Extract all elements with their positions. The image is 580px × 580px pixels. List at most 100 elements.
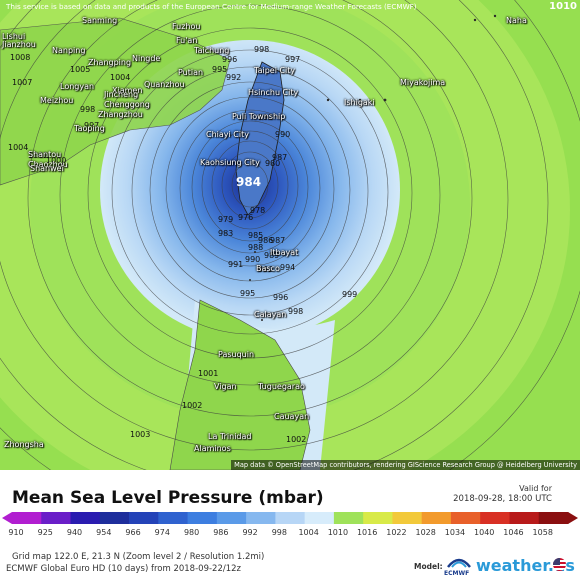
place-label: Longyan — [60, 82, 95, 91]
legend-swatch — [158, 512, 189, 524]
place-label: Putian — [178, 68, 204, 77]
attribution-bottom: Map data © OpenStreetMap contributors, r… — [231, 460, 580, 470]
legend-tick-label: 966 — [125, 528, 140, 537]
svg-text:997: 997 — [84, 121, 99, 130]
legend-tick-label: 1004 — [298, 528, 318, 537]
legend-swatch — [421, 512, 452, 524]
svg-text:998: 998 — [254, 45, 269, 54]
place-label: La Trinidad — [208, 432, 252, 441]
svg-text:990: 990 — [245, 255, 260, 264]
svg-text:987: 987 — [270, 236, 285, 245]
place-label: Taoping — [74, 124, 105, 133]
place-label: Naha — [506, 16, 527, 25]
place-label: Zhangzhou — [98, 110, 143, 119]
legend-swatch — [99, 512, 130, 524]
weather-us-logo[interactable]: weather.us — [476, 556, 575, 575]
legend-tick-label: 1034 — [445, 528, 465, 537]
legend-tick-label: 1028 — [416, 528, 436, 537]
svg-text:985: 985 — [248, 231, 263, 240]
legend-tick-label: 925 — [38, 528, 53, 537]
svg-text:995: 995 — [240, 289, 255, 298]
place-label: Alaminos — [194, 444, 231, 453]
place-label: Cauayan — [274, 412, 310, 421]
legend-tick-label: 986 — [213, 528, 228, 537]
place-label: Meizhou — [40, 96, 74, 105]
legend-tick-label: 1046 — [503, 528, 523, 537]
svg-text:997: 997 — [285, 55, 300, 64]
legend-swatch — [129, 512, 159, 524]
model-label: Model: — [414, 562, 443, 571]
legend-tick-label: 1022 — [386, 528, 406, 537]
place-label: Ningde — [132, 54, 161, 63]
legend-swatch — [12, 512, 42, 524]
svg-text:1002: 1002 — [28, 151, 48, 160]
place-label: Calayan — [254, 310, 287, 319]
legend-arrow-right — [568, 512, 578, 524]
place-label: Chaozhou — [28, 160, 68, 169]
valid-time: 2018-09-28, 18:00 UTC — [453, 494, 552, 504]
legend-swatch — [363, 512, 393, 524]
legend-swatch — [41, 512, 72, 524]
svg-text:1008: 1008 — [10, 53, 30, 62]
legend-tick-label: 1058 — [533, 528, 553, 537]
legend-tick-label: 1040 — [474, 528, 494, 537]
place-label: Miyakojima — [400, 78, 446, 87]
small-islands — [249, 14, 497, 321]
place-label: Vigan — [214, 382, 237, 391]
low-center-label: 984 — [236, 175, 261, 189]
pressure-map[interactable]: 1008 1007 1005 1004 1004 1002 1000 998 9… — [0, 0, 580, 470]
map-footer: Mean Sea Level Pressure (mbar) Valid for… — [0, 470, 580, 580]
legend-swatch — [333, 512, 364, 524]
place-label: Hsinchu City — [248, 88, 299, 97]
legend-swatch — [509, 512, 540, 524]
legend-swatch — [304, 512, 335, 524]
svg-text:1004: 1004 — [110, 73, 130, 82]
run-label: 1010 — [549, 1, 577, 12]
legend-swatch — [246, 512, 276, 524]
svg-text:991: 991 — [228, 260, 243, 269]
legend-tick-label: 980 — [184, 528, 199, 537]
place-label: Jianzhou — [2, 40, 36, 49]
svg-text:994: 994 — [280, 263, 295, 272]
svg-text:1002: 1002 — [286, 435, 306, 444]
legend-tick-label: 940 — [67, 528, 82, 537]
svg-text:998: 998 — [80, 105, 95, 114]
place-label: Shantou — [28, 150, 62, 159]
place-label: Zhangping — [88, 58, 132, 67]
legend-swatch — [70, 512, 101, 524]
svg-text:1003: 1003 — [130, 430, 150, 439]
legend-arrow-left — [2, 512, 12, 524]
place-label: Kaohsiung City — [200, 158, 260, 167]
svg-text:986: 986 — [258, 236, 273, 245]
svg-text:978: 978 — [250, 206, 265, 215]
place-label: Nanping — [52, 46, 86, 55]
svg-text:996: 996 — [273, 293, 288, 302]
svg-text:999: 999 — [342, 290, 357, 299]
place-label: Sanming — [82, 16, 118, 25]
legend-tick-label: 954 — [96, 528, 111, 537]
svg-text:989: 989 — [264, 251, 279, 260]
svg-text:988: 988 — [248, 243, 263, 252]
place-label: Chiayi City — [206, 130, 249, 139]
place-label: Zhongsha — [4, 440, 44, 449]
svg-text:996: 996 — [222, 55, 237, 64]
color-legend: 910 925 940 954 966 974 980 986 992 998 1004 1010 10… — [2, 512, 578, 537]
legend-swatch — [480, 512, 510, 524]
svg-text:983: 983 — [218, 229, 233, 238]
svg-text:992: 992 — [226, 73, 241, 82]
legend-tick-label: 1016 — [357, 528, 377, 537]
legend-swatch — [275, 512, 306, 524]
valid-for-label: Valid for — [519, 484, 552, 493]
place-label: Basco — [256, 264, 280, 273]
model-info: ECMWF Global Euro HD (10 days) from 2018… — [6, 564, 241, 574]
svg-text:987: 987 — [272, 153, 287, 162]
svg-text:995: 995 — [212, 65, 227, 74]
ecmwf-label: ECMWF — [444, 570, 470, 577]
place-label: Fu'an — [176, 36, 198, 45]
place-label: Shanwei — [30, 164, 64, 173]
svg-text:980: 980 — [265, 159, 280, 168]
svg-text:993: 993 — [258, 113, 273, 122]
place-label: Itbayat — [270, 248, 299, 257]
place-label: Chenggong — [104, 100, 150, 109]
svg-text:1005: 1005 — [70, 65, 90, 74]
